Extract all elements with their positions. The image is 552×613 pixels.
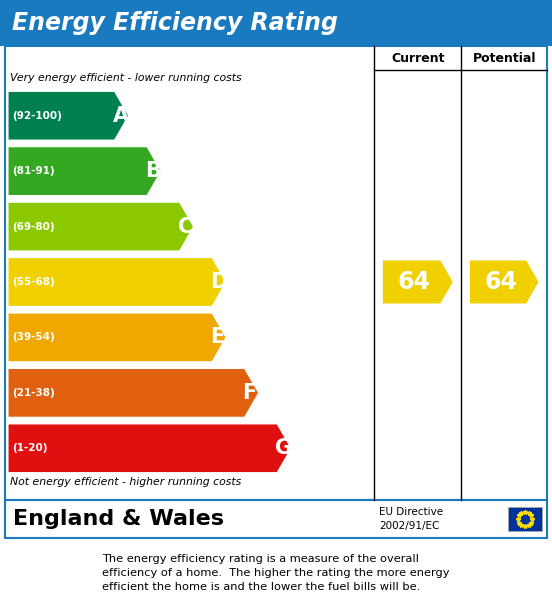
Text: (1-20): (1-20) [12,443,47,453]
Text: The energy efficiency rating is a measure of the overall
efficiency of a home.  : The energy efficiency rating is a measur… [102,555,450,593]
Polygon shape [382,260,454,304]
Text: England & Wales: England & Wales [13,509,224,529]
Text: 64: 64 [397,270,431,294]
Bar [0,0,552,46]
Polygon shape [8,313,226,362]
Text: E: E [210,327,224,348]
Text: (69-80): (69-80) [12,221,55,232]
Text: D: D [210,272,227,292]
Bar [5,500,547,538]
Text: (92-100): (92-100) [12,111,62,121]
Text: Energy Efficiency Rating: Energy Efficiency Rating [12,11,338,35]
Text: (39-54): (39-54) [12,332,55,343]
Text: Current: Current [391,51,444,64]
Text: B: B [145,161,161,181]
Text: (55-68): (55-68) [12,277,55,287]
Text: G: G [275,438,292,459]
Text: 64: 64 [484,270,517,294]
Text: A: A [113,105,129,126]
Text: Potential: Potential [473,51,536,64]
Text: (81-91): (81-91) [12,166,55,176]
Polygon shape [8,202,194,251]
Polygon shape [8,147,161,196]
Polygon shape [469,260,539,304]
Text: F: F [243,383,257,403]
Polygon shape [8,368,259,417]
Text: C: C [178,216,193,237]
Text: Very energy efficient - lower running costs: Very energy efficient - lower running co… [10,73,242,83]
Bar [5,46,547,500]
Text: (21-38): (21-38) [12,388,55,398]
Bar [508,507,542,531]
Text: EU Directive
2002/91/EC: EU Directive 2002/91/EC [379,508,443,531]
Polygon shape [8,424,291,473]
Polygon shape [8,257,226,306]
Polygon shape [8,91,129,140]
Text: Not energy efficient - higher running costs: Not energy efficient - higher running co… [10,477,241,487]
